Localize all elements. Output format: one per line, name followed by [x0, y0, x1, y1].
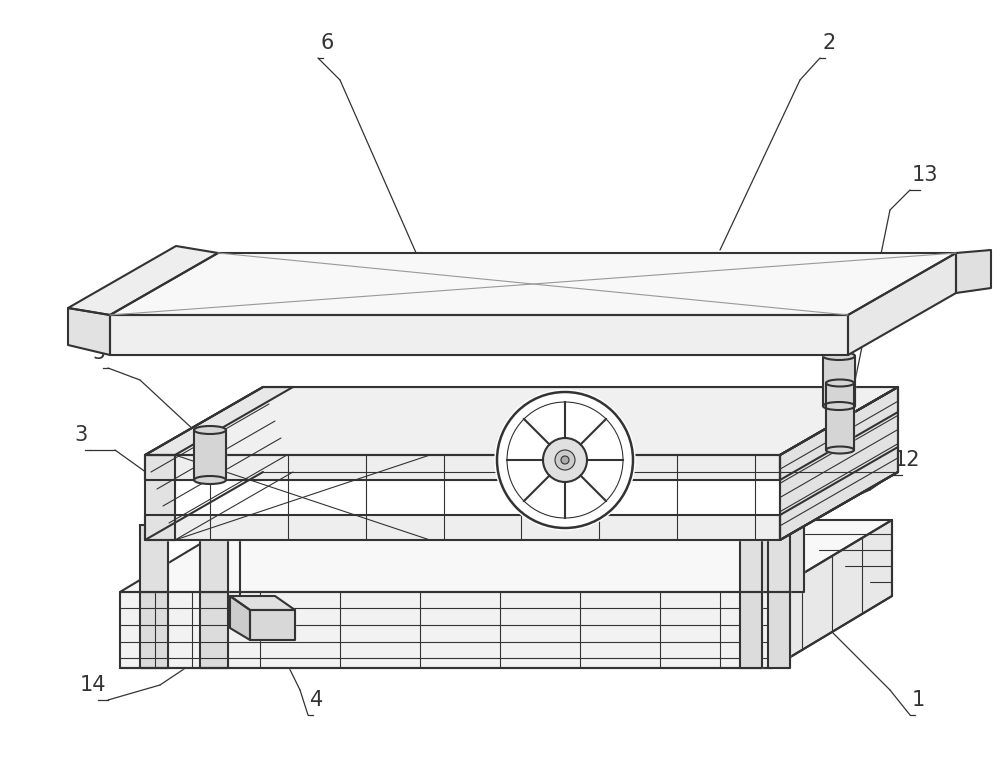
Text: 3: 3 [75, 425, 88, 445]
Text: 13: 13 [912, 165, 938, 185]
Polygon shape [250, 610, 295, 640]
Polygon shape [68, 246, 218, 315]
Text: 1: 1 [912, 690, 925, 710]
Polygon shape [780, 387, 898, 540]
Polygon shape [140, 525, 168, 592]
Polygon shape [120, 520, 892, 592]
Polygon shape [200, 592, 228, 668]
Polygon shape [747, 525, 769, 592]
Polygon shape [145, 455, 780, 480]
Text: 12: 12 [894, 450, 920, 470]
Polygon shape [782, 525, 804, 592]
Polygon shape [740, 592, 762, 668]
Polygon shape [140, 592, 168, 668]
Text: 6: 6 [320, 33, 333, 53]
Polygon shape [230, 596, 250, 640]
Polygon shape [230, 596, 295, 610]
Polygon shape [956, 250, 991, 293]
Polygon shape [772, 520, 892, 668]
Polygon shape [145, 387, 898, 455]
Polygon shape [826, 383, 854, 450]
Text: 5: 5 [93, 343, 106, 363]
Polygon shape [120, 592, 772, 668]
Circle shape [495, 390, 635, 530]
Ellipse shape [194, 426, 226, 434]
Polygon shape [848, 253, 956, 355]
Circle shape [543, 438, 587, 482]
Polygon shape [145, 455, 175, 540]
Ellipse shape [826, 379, 854, 386]
Ellipse shape [823, 352, 855, 360]
Polygon shape [768, 592, 790, 668]
Polygon shape [110, 315, 848, 355]
Ellipse shape [826, 447, 854, 454]
Text: 4: 4 [310, 690, 323, 710]
Polygon shape [780, 447, 898, 540]
Ellipse shape [823, 402, 855, 410]
Polygon shape [768, 525, 790, 592]
Polygon shape [68, 308, 110, 355]
Polygon shape [780, 387, 898, 540]
Polygon shape [194, 430, 226, 480]
Circle shape [555, 450, 575, 470]
Polygon shape [110, 253, 956, 315]
Text: 14: 14 [80, 675, 106, 695]
Polygon shape [740, 525, 762, 592]
Text: 2: 2 [822, 33, 835, 53]
Circle shape [561, 456, 569, 464]
Polygon shape [823, 356, 855, 406]
Polygon shape [780, 387, 898, 480]
Polygon shape [145, 387, 293, 455]
Polygon shape [200, 525, 228, 592]
Polygon shape [145, 515, 780, 540]
Ellipse shape [194, 476, 226, 484]
